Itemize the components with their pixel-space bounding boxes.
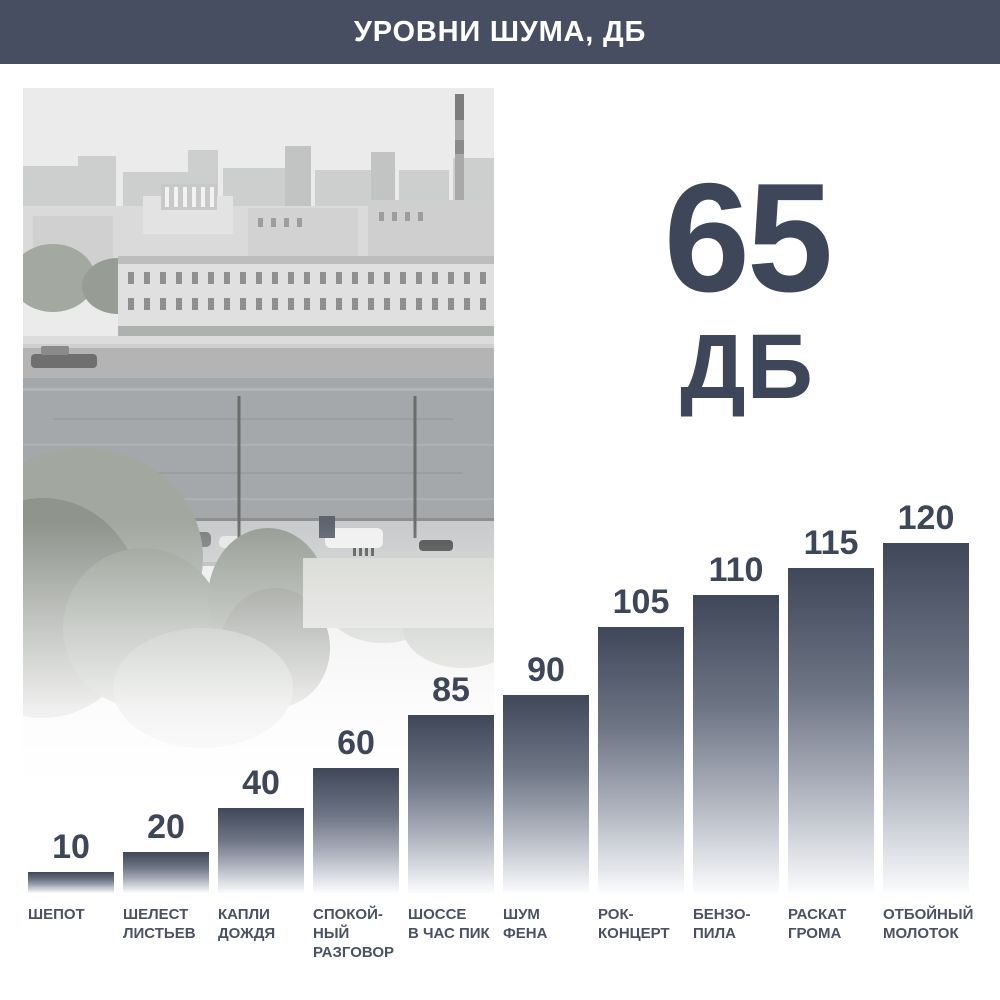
bar (218, 808, 304, 893)
bar-column: 120 ОТБОЙНЫЙ МОЛОТОК (883, 480, 974, 975)
bar (408, 715, 494, 893)
bar-column: 110 БЕНЗО- ПИЛА (693, 480, 779, 975)
bar-category-label: ШЕЛЕСТ ЛИСТЬЕВ (123, 906, 196, 943)
bar-column: 85 ШОССЕ В ЧАС ПИК (408, 480, 494, 975)
embankment-building (118, 256, 494, 336)
bar-category-label: ШОССЕ В ЧАС ПИК (408, 906, 490, 943)
bar-category-label: ШЕПОТ (28, 906, 85, 923)
bar (883, 543, 969, 893)
bar-value-label: 105 (612, 583, 670, 621)
boat (31, 354, 97, 368)
bar-value-label: 115 (803, 524, 859, 562)
bar (598, 627, 684, 893)
bar-category-label: ШУМ ФЕНА (503, 906, 548, 943)
header-bar: УРОВНИ ШУМА, ДБ (0, 0, 1000, 64)
page-title: УРОВНИ ШУМА, ДБ (353, 15, 647, 48)
bar-column: 60 СПОКОЙ- НЫЙ РАЗГОВОР (313, 480, 399, 975)
bar-value-label: 20 (147, 808, 185, 846)
bar-category-label: РОК- КОНЦЕРТ (598, 906, 670, 943)
bar-category-label: БЕНЗО- ПИЛА (693, 906, 751, 943)
bar-column: 115 РАСКАТ ГРОМА (788, 480, 874, 975)
lamp-posts (237, 396, 417, 540)
bar (123, 852, 209, 893)
bar-column: 90 ШУМ ФЕНА (503, 480, 589, 975)
bar (788, 568, 874, 893)
bar-value-label: 40 (242, 764, 280, 802)
bar-column: 10 ШЕПОТ (28, 480, 114, 975)
bar-column: 40 КАПЛИ ДОЖДЯ (218, 480, 304, 975)
noise-bar-chart: 10 ШЕПОТ 20 ШЕЛЕСТ ЛИСТЬЕВ 40 КАПЛИ ДОЖД… (28, 480, 974, 975)
bar-value-label: 90 (527, 651, 565, 689)
highlight-value-block: 65 ДБ (494, 160, 1000, 413)
bar-category-label: СПОКОЙ- НЫЙ РАЗГОВОР (313, 906, 395, 962)
highlight-unit: ДБ (680, 316, 814, 418)
bar (503, 695, 589, 893)
bar-category-label: ОТБОЙНЫЙ МОЛОТОК (883, 906, 974, 943)
bar-value-label: 120 (897, 499, 955, 537)
bar-category-label: РАСКАТ ГРОМА (788, 906, 847, 943)
bar-column: 20 ШЕЛЕСТ ЛИСТЬЕВ (123, 480, 209, 975)
bar-category-label: КАПЛИ ДОЖДЯ (218, 906, 276, 943)
bar-value-label: 60 (337, 724, 375, 762)
bar (28, 872, 114, 893)
highlight-value: 65 (663, 151, 833, 324)
bar-value-label: 10 (52, 828, 90, 866)
chimney (455, 94, 464, 204)
bar (693, 595, 779, 893)
bar-value-label: 85 (432, 671, 470, 709)
bar-column: 105 РОК- КОНЦЕРТ (598, 480, 684, 975)
bar (313, 768, 399, 893)
embankment-wall (23, 336, 494, 378)
bar-value-label: 110 (708, 551, 764, 589)
